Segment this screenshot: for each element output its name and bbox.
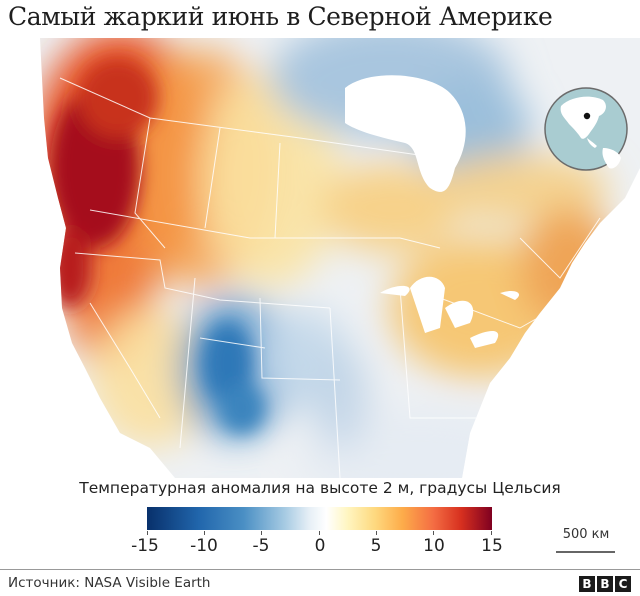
logo-letter: B <box>579 576 595 592</box>
tick-label: -15 <box>131 536 159 556</box>
tick-label: -10 <box>190 536 218 556</box>
tick-mark <box>147 531 148 535</box>
footer-divider <box>0 569 640 570</box>
page-title: Самый жаркий июнь в Северной Америке <box>8 2 553 31</box>
legend-title: Температурная аномалия на высоте 2 м, гр… <box>79 479 561 497</box>
bbc-logo: B B C <box>579 576 631 592</box>
logo-letter: B <box>597 576 613 592</box>
temperature-anomaly-map <box>0 38 640 478</box>
legend-ticks <box>147 530 492 536</box>
tick-mark <box>491 531 492 535</box>
tick-mark <box>319 531 320 535</box>
logo-letter: C <box>615 576 631 592</box>
tick-label: 10 <box>423 536 445 556</box>
locator-globe <box>543 86 629 172</box>
tick-mark <box>261 531 262 535</box>
tick-mark <box>204 531 205 535</box>
scale-bar-line <box>556 551 615 553</box>
source-credit: Источник: NASA Visible Earth <box>8 575 211 591</box>
scale-bar-label: 500 км <box>562 527 610 542</box>
tick-label: 15 <box>481 536 503 556</box>
color-scale-bar <box>147 507 492 530</box>
tick-mark <box>376 531 377 535</box>
tick-label: 0 <box>314 536 326 556</box>
tick-label: 5 <box>370 536 382 556</box>
tick-mark <box>433 531 434 535</box>
tick-label: -5 <box>252 536 270 556</box>
